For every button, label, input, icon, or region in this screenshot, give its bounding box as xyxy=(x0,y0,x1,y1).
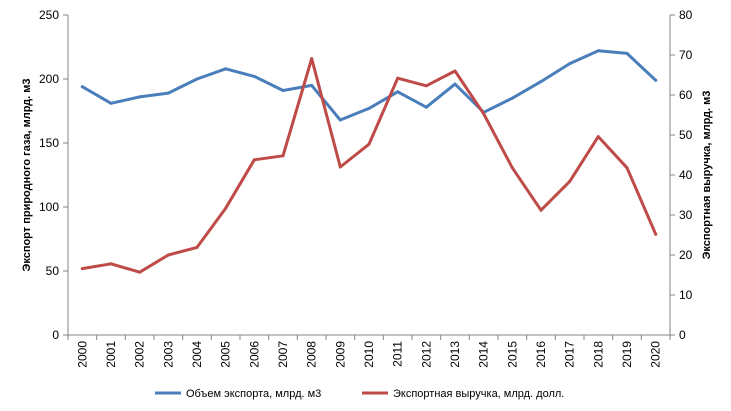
x-tick-label: 2011 xyxy=(391,341,405,367)
right-y-tick-label: 0 xyxy=(679,328,686,342)
series-2-data-point xyxy=(281,154,285,158)
series-2-data-point xyxy=(80,267,84,271)
series-1-data-point xyxy=(654,78,658,82)
series-2-data-point xyxy=(224,206,228,210)
series-2-data-point xyxy=(109,262,113,266)
series-2-data-point xyxy=(396,76,400,80)
x-tick-label: 2001 xyxy=(104,341,118,368)
series-1-data-point xyxy=(596,49,600,53)
left-y-axis-title: Экспорт природного газа, млрд. м3 xyxy=(21,79,33,272)
x-tick-label: 2002 xyxy=(133,341,147,368)
x-tick-label: 2000 xyxy=(75,341,89,368)
x-tick-label: 2012 xyxy=(419,341,433,368)
series-1-data-point xyxy=(224,67,228,71)
series-1-data-point xyxy=(539,80,543,84)
series-2-data-point xyxy=(625,166,629,170)
series-line-2 xyxy=(80,57,658,274)
right-y-tick-label: 60 xyxy=(679,88,693,102)
series-2-data-point xyxy=(539,208,543,212)
x-tick-label: 2016 xyxy=(534,341,548,368)
series-2-data-point xyxy=(510,166,514,170)
series-2-data-point xyxy=(654,232,658,236)
series-1-data-point xyxy=(510,96,514,100)
series-1-data-point xyxy=(80,85,84,89)
series-2-data-point xyxy=(424,84,428,88)
series-1-data-point xyxy=(625,51,629,55)
series-2-data-point xyxy=(453,69,457,73)
series-1-data-point xyxy=(109,101,113,105)
right-y-tick-label: 40 xyxy=(679,168,693,182)
series-1-data-point xyxy=(310,83,314,87)
series-1-data-point xyxy=(195,77,199,81)
x-tick-label: 2015 xyxy=(505,341,519,368)
left-y-tick-label: 0 xyxy=(52,328,59,342)
series-2-data-point xyxy=(166,253,170,257)
series-2-data-point xyxy=(195,245,199,249)
series-1-data-point xyxy=(453,82,457,86)
right-y-tick-label: 30 xyxy=(679,208,693,222)
series-1-data-point xyxy=(367,106,371,110)
series-1-data-point xyxy=(166,91,170,95)
right-y-tick-label: 10 xyxy=(679,288,693,302)
series-2-data-point xyxy=(310,57,314,61)
series-1-data-point xyxy=(252,74,256,78)
x-tick-label: 2009 xyxy=(333,341,347,368)
right-y-tick-label: 20 xyxy=(679,248,693,262)
x-tick-label: 2003 xyxy=(161,341,175,368)
series-2-data-point xyxy=(568,179,572,183)
x-tick-label: 2007 xyxy=(276,341,290,368)
series-2-data-point xyxy=(596,135,600,139)
series-1-data-point xyxy=(424,105,428,109)
series-2-data-point xyxy=(252,158,256,162)
x-tick-label: 2008 xyxy=(305,341,319,368)
left-y-tick-label: 250 xyxy=(39,8,59,22)
x-tick-label: 2005 xyxy=(219,341,233,368)
x-tick-label: 2004 xyxy=(190,341,204,368)
series-1-data-point xyxy=(281,89,285,92)
series-1-data-point xyxy=(138,95,142,99)
left-y-tick-label: 100 xyxy=(39,200,59,214)
left-y-tick-label: 150 xyxy=(39,136,59,150)
x-tick-label: 2006 xyxy=(247,341,261,368)
x-tick-label: 2010 xyxy=(362,341,376,368)
series-2-data-point xyxy=(338,165,342,169)
x-tick-label: 2019 xyxy=(620,341,634,368)
x-tick-label: 2014 xyxy=(477,341,491,368)
series-1-data-point xyxy=(338,118,342,122)
series-2-data-point xyxy=(138,270,142,274)
right-y-axis-title: Экспортная выручка, млрд. м3 xyxy=(701,91,713,260)
series-2-data-point xyxy=(367,142,371,146)
left-y-tick-label: 50 xyxy=(46,264,60,278)
right-y-tick-label: 80 xyxy=(679,8,693,22)
x-tick-label: 2018 xyxy=(591,341,605,368)
x-tick-label: 2013 xyxy=(448,341,462,368)
legend-label-1: Объем экспорта, млрд. м3 xyxy=(186,388,321,400)
series-1-data-point xyxy=(568,62,572,66)
series-2-data-point xyxy=(482,112,486,116)
right-y-tick-label: 50 xyxy=(679,128,693,142)
series-1-data-point xyxy=(396,90,400,94)
right-y-tick-label: 70 xyxy=(679,48,693,62)
left-y-tick-label: 200 xyxy=(39,72,59,86)
x-tick-label: 2020 xyxy=(649,341,663,368)
x-tick-label: 2017 xyxy=(563,341,577,368)
legend-label-2: Экспортная выручка, млрд. долл. xyxy=(393,388,564,400)
